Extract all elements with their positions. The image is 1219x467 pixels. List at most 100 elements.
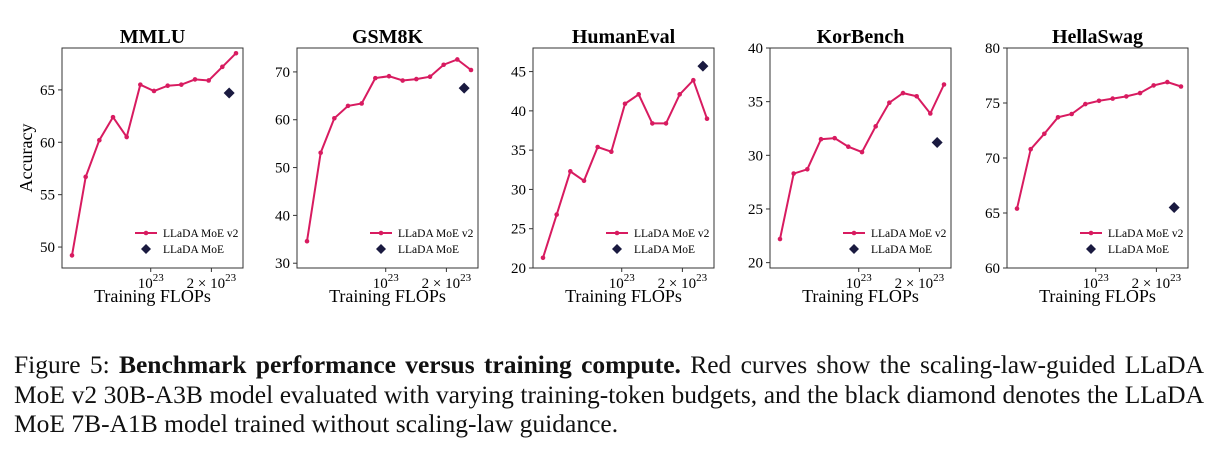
data-point xyxy=(691,77,696,83)
caption-label: Figure 5: xyxy=(14,350,119,379)
data-point xyxy=(704,116,710,122)
series-line-llada-moe-v2 xyxy=(779,84,945,240)
legend-label: LLaDA MoE v2 xyxy=(398,228,474,240)
data-point-llada-moe xyxy=(458,82,470,94)
data-point xyxy=(97,137,102,143)
plot-frame xyxy=(532,47,715,269)
x-tick-label: 2 × 1023 xyxy=(187,272,237,292)
data-point xyxy=(568,169,573,174)
x-tick-label: 1023 xyxy=(138,272,165,292)
data-point xyxy=(1083,101,1088,107)
legend-swatch-diamond xyxy=(612,244,622,254)
y-tick-label: 60 xyxy=(275,113,290,129)
data-point xyxy=(441,62,446,68)
y-tick-label: 80 xyxy=(985,41,1000,57)
caption-bold: Benchmark performance versus training co… xyxy=(118,350,681,379)
legend-swatch-point xyxy=(614,230,620,236)
plot-frame xyxy=(61,47,244,269)
data-point xyxy=(1014,206,1020,211)
plot-frame xyxy=(296,47,479,269)
x-axis-label: Training FLOPs xyxy=(565,286,682,306)
data-point xyxy=(540,255,546,261)
x-tick-label: 2 × 1023 xyxy=(1132,272,1182,292)
legend-label: LLaDA MoE xyxy=(398,244,459,256)
legend-swatch-point xyxy=(1088,230,1094,236)
y-tick-label: 55 xyxy=(40,188,55,204)
x-tick-label: 1023 xyxy=(1083,272,1110,292)
data-point xyxy=(386,73,392,79)
legend-swatch-diamond xyxy=(376,244,386,254)
x-axis-label: Training FLOPs xyxy=(329,286,446,306)
y-tick-label: 35 xyxy=(748,95,763,111)
x-tick-label: 2 × 1023 xyxy=(422,272,472,292)
y-tick-label: 50 xyxy=(275,161,290,177)
data-point xyxy=(124,134,129,140)
data-point xyxy=(900,90,906,96)
legend-label: LLaDA MoE xyxy=(871,244,932,256)
data-point xyxy=(414,76,419,82)
y-tick-label: 35 xyxy=(511,143,526,159)
y-tick-label: 30 xyxy=(748,148,763,164)
data-point xyxy=(69,253,75,258)
legend-swatch-point xyxy=(378,230,384,236)
x-tick-label: 2 × 1023 xyxy=(658,272,708,292)
y-tick-label: 60 xyxy=(985,261,1000,277)
data-point xyxy=(359,101,364,106)
data-point xyxy=(332,116,337,121)
data-point xyxy=(1069,111,1074,117)
series-line-llada-moe-v2 xyxy=(71,52,237,256)
data-point xyxy=(1151,83,1156,88)
data-point xyxy=(83,174,88,180)
data-point xyxy=(151,88,157,94)
data-point xyxy=(777,236,783,242)
data-point xyxy=(1178,84,1184,89)
legend-swatch-diamond xyxy=(849,244,859,254)
data-point xyxy=(400,78,405,83)
data-point-llada-moe xyxy=(223,87,235,99)
legend-swatch-diamond xyxy=(1086,244,1096,254)
data-point xyxy=(233,50,239,56)
chart-title: GSM8K xyxy=(352,26,424,48)
y-tick-label: 25 xyxy=(511,222,526,238)
y-tick-label: 40 xyxy=(748,41,763,57)
x-tick-label: 2 × 1023 xyxy=(895,272,945,292)
data-point xyxy=(373,75,378,81)
x-axis-label: Training FLOPs xyxy=(802,286,919,306)
data-point xyxy=(609,149,614,155)
y-tick-label: 20 xyxy=(511,261,526,277)
data-point xyxy=(554,212,559,217)
data-point xyxy=(138,82,143,87)
legend-label: LLaDA MoE xyxy=(634,244,695,256)
legend-label: LLaDA MoE v2 xyxy=(871,228,947,240)
x-tick-label: 1023 xyxy=(373,272,400,292)
x-axis-label: Training FLOPs xyxy=(1039,286,1156,306)
y-tick-label: 50 xyxy=(40,240,55,256)
data-point xyxy=(650,121,655,126)
data-point xyxy=(873,124,878,129)
data-point xyxy=(304,238,310,244)
chart-title: HellaSwag xyxy=(1052,26,1143,48)
y-tick-label: 75 xyxy=(985,96,1000,112)
data-point xyxy=(941,82,947,87)
data-point xyxy=(846,144,851,150)
data-point xyxy=(427,74,433,79)
data-point-llada-moe xyxy=(1168,202,1180,213)
y-tick-label: 40 xyxy=(275,208,290,224)
legend-swatch-diamond xyxy=(141,244,151,254)
data-point xyxy=(595,144,600,150)
data-point xyxy=(832,135,837,141)
data-point xyxy=(1055,115,1061,120)
y-tick-label: 65 xyxy=(985,206,1000,222)
data-point xyxy=(636,92,641,97)
y-tick-label: 25 xyxy=(748,202,763,218)
data-point xyxy=(1028,146,1033,152)
data-point xyxy=(1165,79,1170,85)
data-point xyxy=(345,103,351,109)
caption-text: Red curves show the scaling-law-guided L… xyxy=(14,350,1204,438)
x-axis-label: Training FLOPs xyxy=(94,286,211,306)
y-tick-label: 20 xyxy=(748,256,763,272)
data-point xyxy=(220,64,225,70)
chart-title: MMLU xyxy=(120,26,186,48)
